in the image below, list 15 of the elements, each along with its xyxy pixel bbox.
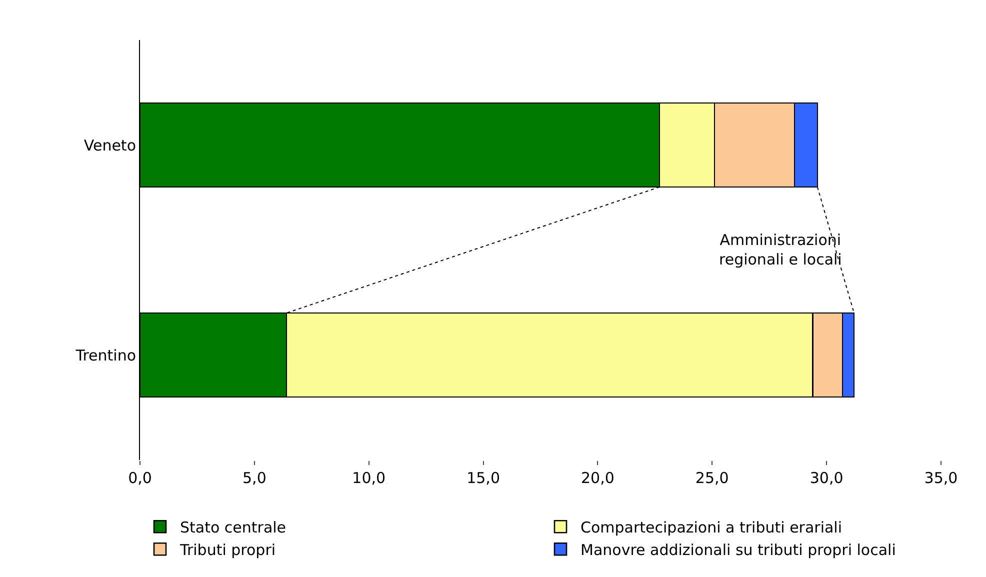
legend-label: Tributi propri [179, 541, 276, 559]
x-tick-label: 5,0 [242, 469, 266, 487]
x-tick-label: 20,0 [581, 469, 614, 487]
x-tick-label: 10,0 [352, 469, 386, 487]
x-tick-label: 30,0 [810, 469, 844, 487]
annotation: Amministrazioni regionali e locali [719, 231, 842, 268]
x-tick-label: 25,0 [695, 469, 729, 487]
x-tick-label: 35,0 [924, 469, 958, 487]
legend-label: Manovre addizionali su tributi propri locali [580, 541, 896, 559]
y-tick-label: Veneto [84, 136, 136, 154]
legend-label: Stato centrale [180, 518, 286, 536]
x-tick-label: 0,0 [128, 469, 152, 487]
legend-label: Compartecipazioni a tributi erariali [580, 518, 842, 536]
x-tick-label: 15,0 [466, 469, 500, 487]
y-tick-label: Trentino [74, 346, 136, 364]
